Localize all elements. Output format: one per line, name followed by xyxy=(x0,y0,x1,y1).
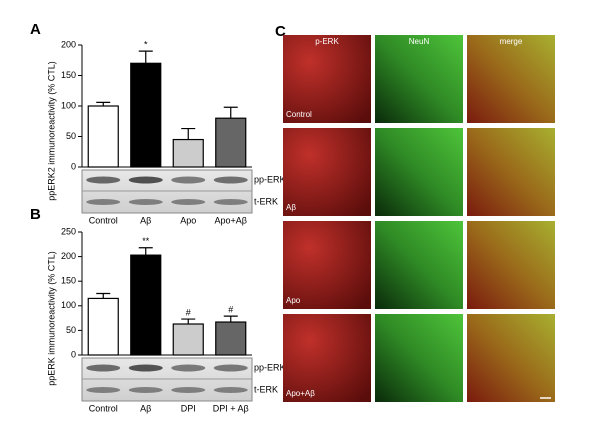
bar xyxy=(87,105,119,168)
row-label: Apo+Aβ xyxy=(286,389,315,398)
significance: ** xyxy=(142,236,150,246)
row-label: Control xyxy=(286,110,312,119)
bar xyxy=(130,62,162,168)
column-label: p-ERK xyxy=(315,37,339,46)
error-bar xyxy=(138,247,153,256)
panel-label: A xyxy=(30,21,41,38)
y-tick-label: 100 xyxy=(61,300,76,310)
blot-band xyxy=(213,364,248,372)
y-tick-label: 200 xyxy=(61,39,76,49)
error-bar xyxy=(223,106,238,119)
y-tick-label: 150 xyxy=(61,276,76,286)
micrograph xyxy=(467,221,555,309)
blot-band xyxy=(86,199,121,205)
blot-band xyxy=(171,364,206,372)
bar xyxy=(215,117,247,168)
blot-label: t-ERK xyxy=(254,196,278,206)
blot-band xyxy=(171,199,206,205)
blot-band xyxy=(171,387,206,393)
x-tick-label: Apo+Aβ xyxy=(215,215,247,225)
y-axis-label: ppERK immunoreactivity (% CTL) xyxy=(46,251,56,386)
micrograph xyxy=(375,221,463,309)
error-bar xyxy=(138,50,153,64)
error-bar xyxy=(223,315,238,323)
bar xyxy=(172,323,204,356)
micrograph xyxy=(375,314,463,402)
y-tick-label: 100 xyxy=(61,100,76,110)
bar xyxy=(130,254,162,356)
y-tick-label: 150 xyxy=(61,70,76,80)
micrograph xyxy=(283,314,371,402)
micrograph xyxy=(467,128,555,216)
row-label: Apo xyxy=(286,296,301,305)
significance: * xyxy=(144,39,148,49)
micrograph xyxy=(467,35,555,123)
blot-band xyxy=(213,387,248,393)
y-tick-label: 50 xyxy=(66,325,76,335)
blot-band xyxy=(86,387,121,393)
blot-band xyxy=(171,176,206,184)
error-bar xyxy=(96,101,111,106)
x-tick-label: Aβ xyxy=(140,403,151,413)
blot-band xyxy=(86,176,121,184)
error-bar xyxy=(181,127,196,140)
panel-label: B xyxy=(30,206,41,223)
micrograph xyxy=(283,128,371,216)
column-label: NeuN xyxy=(409,37,430,46)
micrograph xyxy=(375,128,463,216)
blot-band xyxy=(213,199,248,205)
y-tick-label: 0 xyxy=(71,161,76,171)
blot-band xyxy=(128,364,163,372)
micrograph xyxy=(467,314,555,402)
blot-band xyxy=(128,387,163,393)
error-bar xyxy=(96,292,111,299)
error-bar xyxy=(181,318,196,325)
x-tick-label: Control xyxy=(89,403,118,413)
y-tick-label: 0 xyxy=(71,349,76,359)
bar xyxy=(87,297,119,356)
micrograph xyxy=(283,35,371,123)
micrograph xyxy=(375,35,463,123)
y-tick-label: 250 xyxy=(61,226,76,236)
x-tick-label: Aβ xyxy=(140,215,151,225)
column-label: merge xyxy=(500,37,523,46)
x-tick-label: DPI xyxy=(181,403,196,413)
blot-label: t-ERK xyxy=(254,384,278,394)
bar xyxy=(215,321,247,356)
x-tick-label: Apo xyxy=(180,215,196,225)
x-tick-label: DPI + Aβ xyxy=(213,403,249,413)
blot-band xyxy=(128,199,163,205)
blot-band xyxy=(128,176,163,184)
blot-band xyxy=(213,176,248,184)
blot-label: pp-ERK2 xyxy=(254,174,291,184)
x-tick-label: Control xyxy=(89,215,118,225)
row-label: Aβ xyxy=(286,203,296,212)
bar xyxy=(172,138,204,168)
significance: # xyxy=(186,307,191,317)
panel-label: C xyxy=(275,23,286,40)
y-tick-label: 200 xyxy=(61,251,76,261)
micrograph xyxy=(283,221,371,309)
blot-band xyxy=(86,364,121,372)
blot-label: pp-ERK2 xyxy=(254,362,291,372)
y-tick-label: 50 xyxy=(66,131,76,141)
significance: # xyxy=(228,305,233,315)
y-axis-label: ppERK2 immunoreactivity (% CTL) xyxy=(46,61,56,201)
